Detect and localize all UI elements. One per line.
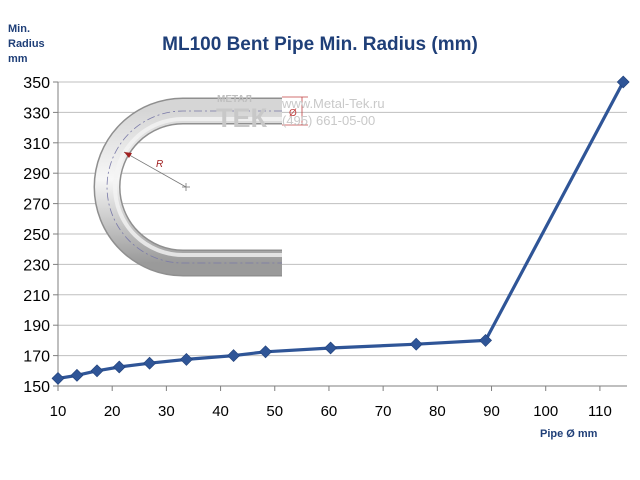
y-tick-label: 230 — [23, 257, 50, 274]
bent-pipe-illustration: R Ø — [93, 96, 308, 277]
logo-text-top: МЕТАЛ — [217, 94, 252, 105]
x-tick-label: 100 — [533, 403, 558, 420]
y-tick-label: 150 — [23, 379, 50, 396]
watermark-phone: (495) 661-05-00 — [282, 113, 376, 128]
series — [51, 75, 630, 385]
x-tick-label: 90 — [483, 403, 500, 420]
x-tick-label: 40 — [212, 403, 229, 420]
y-tick-label: 270 — [23, 197, 50, 214]
x-tick-label: 30 — [158, 403, 175, 420]
chart-title: ML100 Bent Pipe Min. Radius (mm) — [162, 34, 478, 55]
data-point — [180, 352, 193, 366]
radius-line — [123, 151, 187, 188]
x-tick-label: 50 — [266, 403, 283, 420]
data-point — [227, 349, 241, 363]
data-point — [324, 341, 338, 355]
radius-label: R — [156, 159, 163, 170]
x-tick-label: 110 — [588, 403, 612, 420]
y-tick-label: 170 — [23, 349, 50, 366]
x-tick-label: 60 — [321, 403, 338, 420]
data-point — [259, 345, 272, 359]
data-point — [479, 333, 492, 347]
data-point — [616, 75, 630, 89]
y-tick-label: 210 — [23, 288, 50, 305]
x-tick-label: 70 — [375, 403, 392, 420]
pipe-centerline — [106, 110, 282, 264]
pipe-body — [95, 99, 282, 275]
radius-arrowhead — [124, 152, 132, 158]
watermark-contact: www.Metal-Tek.ru (495) 661-05-00 — [282, 95, 385, 129]
pipe-highlight — [113, 117, 282, 257]
diameter-label: Ø — [289, 108, 297, 119]
x-tick-label: 80 — [429, 403, 446, 420]
metal-tek-logo: МЕТАЛ ТЕК — [216, 94, 268, 132]
data-point — [143, 356, 157, 370]
y-axis-label: Min. Radius mm — [8, 23, 45, 65]
y-tick-label: 350 — [23, 75, 50, 92]
x-tick-label: 10 — [50, 403, 67, 420]
data-point — [51, 371, 65, 385]
data-point — [409, 337, 423, 351]
y-tick-label: 290 — [23, 166, 50, 183]
y-tick-label: 250 — [23, 227, 50, 244]
watermark-site: www.Metal-Tek.ru — [282, 96, 385, 111]
x-axis-label: Pipe Ø mm — [540, 428, 598, 440]
data-point — [90, 364, 104, 378]
x-tick-label: 20 — [104, 403, 121, 420]
logo-text-bottom: ТЕК — [216, 103, 268, 132]
data-point — [70, 368, 84, 382]
y-tick-label: 310 — [23, 136, 50, 153]
axes: 150 170 190 210 230 250 270 290 310 330 350 10 20 30 4… — [23, 75, 627, 420]
y-tick-label: 190 — [23, 318, 50, 335]
data-point — [112, 360, 126, 374]
y-tick-label: 330 — [23, 105, 50, 122]
